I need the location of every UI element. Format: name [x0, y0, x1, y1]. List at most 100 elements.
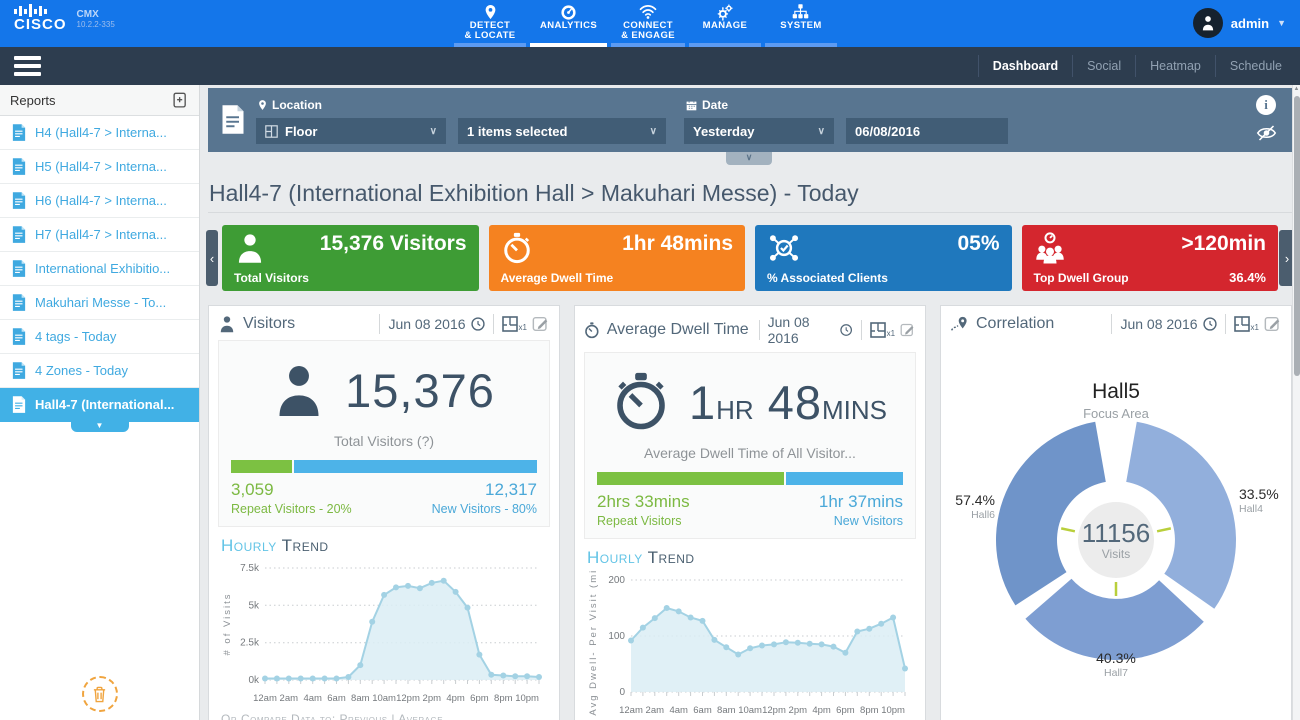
- dwell-split-bar: [597, 472, 903, 485]
- location-items-select[interactable]: 1 items selected ∨: [458, 118, 666, 144]
- floor-selector[interactable]: x1: [501, 316, 527, 332]
- compare-average-link[interactable]: Average: [398, 712, 444, 720]
- date-preset-select[interactable]: Yesterday ∨: [684, 118, 834, 144]
- product-version: 10.2.2-335: [76, 20, 115, 29]
- person-icon: [279, 365, 319, 416]
- report-item-h6[interactable]: H6 (Hall4-7 > Interna...: [0, 184, 199, 218]
- svg-text:11156: 11156: [1082, 518, 1150, 548]
- carousel-next-button[interactable]: ›: [1279, 230, 1295, 286]
- hourly-trend-heading: Hourly Trend: [587, 548, 695, 567]
- svg-text:0: 0: [619, 687, 625, 698]
- svg-text:8pm: 8pm: [860, 705, 879, 716]
- report-item-makuhari-messe[interactable]: Makuhari Messe - To...: [0, 286, 199, 320]
- kpi-average-dwell-time[interactable]: 1hr 48mins Average Dwell Time: [488, 225, 745, 291]
- svg-text:10am: 10am: [372, 693, 396, 704]
- scroll-up-arrow[interactable]: ▲: [1293, 86, 1300, 92]
- report-item-4-zones[interactable]: 4 Zones - Today: [0, 354, 199, 388]
- tab-detect-locate[interactable]: DETECT & LOCATE: [452, 0, 528, 47]
- repeat-visitors-bar: [231, 460, 293, 473]
- dwell-hourly-chart[interactable]: 0 100 200 12am 2am 4am 6am 8am 10am 12pm 2pm 4pm 6pm…: [575, 570, 925, 720]
- collapse-filters-button[interactable]: ∨: [726, 152, 772, 165]
- svg-text:4am: 4am: [303, 693, 322, 704]
- chevron-down-icon: ∨: [817, 125, 825, 137]
- clock-icon[interactable]: [470, 317, 485, 331]
- svg-text:# of Visits: # of Visits: [222, 592, 233, 655]
- vertical-scrollbar[interactable]: ▲: [1292, 85, 1300, 720]
- correlation-donut-chart[interactable]: 11156 Visits: [951, 412, 1281, 668]
- edit-icon[interactable]: [900, 321, 916, 339]
- visitors-split-bar: [231, 460, 537, 473]
- svg-text:8am: 8am: [351, 693, 370, 704]
- scrollbar-thumb[interactable]: [1294, 96, 1300, 376]
- subnav-schedule[interactable]: Schedule: [1214, 55, 1296, 77]
- kpi-total-visitors[interactable]: 15,376 Visitors Total Visitors: [222, 225, 479, 291]
- date-input[interactable]: 06/08/2016: [846, 118, 1008, 144]
- subnav-heatmap[interactable]: Heatmap: [1135, 55, 1215, 77]
- kpi-top-dwell-group[interactable]: >120min Top Dwell Group 36.4%: [1021, 225, 1278, 291]
- tab-manage[interactable]: MANAGE: [687, 0, 763, 47]
- cisco-logo-icon: [14, 4, 47, 17]
- add-report-icon[interactable]: [172, 92, 189, 109]
- panel-title: Visitors: [243, 315, 296, 332]
- report-item-h7[interactable]: H7 (Hall4-7 > Interna...: [0, 218, 199, 252]
- svg-text:6pm: 6pm: [470, 693, 489, 704]
- panel-date: Jun 08 2016: [767, 314, 810, 346]
- svg-text:Visits: Visits: [1102, 547, 1130, 561]
- report-item-hall4-7-selected[interactable]: Hall4-7 (International...: [0, 388, 199, 422]
- report-item-h5[interactable]: H5 (Hall4-7 > Interna...: [0, 150, 199, 184]
- floorplan-icon: [869, 322, 886, 338]
- calendar-icon: [686, 99, 697, 110]
- delete-report-dropzone[interactable]: [81, 676, 118, 712]
- hourly-trend-heading: Hourly Trend: [221, 536, 329, 555]
- kpi-associated-clients[interactable]: 05% % Associated Clients: [755, 225, 1012, 291]
- location-pin-icon: [259, 100, 266, 110]
- subnav-dashboard[interactable]: Dashboard: [977, 55, 1072, 77]
- svg-text:8pm: 8pm: [494, 693, 513, 704]
- info-button[interactable]: i: [1256, 95, 1276, 115]
- carousel-prev-button[interactable]: ‹: [206, 230, 218, 286]
- hide-filters-button[interactable]: [1256, 124, 1277, 142]
- user-menu[interactable]: admin ▼: [1192, 8, 1286, 38]
- trash-icon: [93, 686, 106, 702]
- clock-icon[interactable]: [840, 323, 853, 337]
- floor-selector[interactable]: x1: [1233, 316, 1259, 332]
- correlation-panel: Correlation Jun 08 2016 x1 Hall5 Focus A…: [940, 305, 1292, 720]
- clock-icon[interactable]: [1202, 317, 1217, 331]
- location-type-select[interactable]: Floor ∨: [256, 118, 446, 144]
- stopwatch-icon: [585, 321, 599, 338]
- report-item-4-tags[interactable]: 4 tags - Today: [0, 320, 199, 354]
- main-content: Location Floor ∨ 1 items selected ∨ Date…: [201, 85, 1295, 720]
- reports-sidebar: Reports H4 (Hall4-7 > Interna... H5 (Hal…: [0, 85, 200, 720]
- chevron-down-icon: ∨: [649, 125, 657, 137]
- new-dwell-bar: [785, 472, 903, 485]
- total-visitors-label[interactable]: Total Visitors (?): [333, 433, 435, 449]
- edit-icon[interactable]: [532, 315, 550, 333]
- tab-analytics[interactable]: ANALYTICS: [528, 0, 609, 47]
- visitors-summary: 15,376 Total Visitors (?) 3,059 Repeat V…: [218, 340, 550, 527]
- report-expand-chevron[interactable]: ▼: [70, 422, 129, 432]
- avg-dwell-value: 1hr 48mins: [688, 375, 888, 429]
- new-visitors-stat: 12,317 New Visitors - 80%: [431, 480, 537, 516]
- primary-nav-tabs: DETECT & LOCATE ANALYTICS CONNECT & ENGA…: [452, 0, 839, 47]
- svg-text:2pm: 2pm: [423, 693, 442, 704]
- report-doc-icon: [222, 105, 244, 134]
- tab-connect-engage[interactable]: CONNECT & ENGAGE: [609, 0, 687, 47]
- report-item-h4[interactable]: H4 (Hall4-7 > Interna...: [0, 116, 199, 150]
- report-item-international-exhibition[interactable]: International Exhibitio...: [0, 252, 199, 286]
- menu-hamburger-button[interactable]: [14, 56, 41, 80]
- new-visitors-bar: [294, 460, 537, 473]
- location-filter-label: Location: [258, 98, 322, 112]
- new-dwell-stat: 1hr 37mins New Visitors: [818, 492, 903, 528]
- svg-text:12am: 12am: [619, 705, 643, 716]
- tab-system[interactable]: SYSTEM: [763, 0, 839, 47]
- eye-slash-icon: [1256, 125, 1277, 141]
- compare-previous-link[interactable]: Previous: [339, 712, 388, 720]
- correlation-label-hall4: 33.5% Hall4: [1239, 486, 1279, 515]
- visitors-hourly-chart[interactable]: 0k 2.5k 5k 7.5k 12am 2am 4am 6am 8am 10am 12pm 2pm 4…: [209, 558, 559, 708]
- floor-selector[interactable]: x1: [869, 322, 895, 338]
- panel-date: Jun 08 2016: [388, 316, 466, 332]
- panel-title: Average Dwell Time: [606, 321, 749, 338]
- edit-icon[interactable]: [1264, 315, 1282, 333]
- svg-text:0k: 0k: [248, 675, 260, 686]
- subnav-social[interactable]: Social: [1072, 55, 1135, 77]
